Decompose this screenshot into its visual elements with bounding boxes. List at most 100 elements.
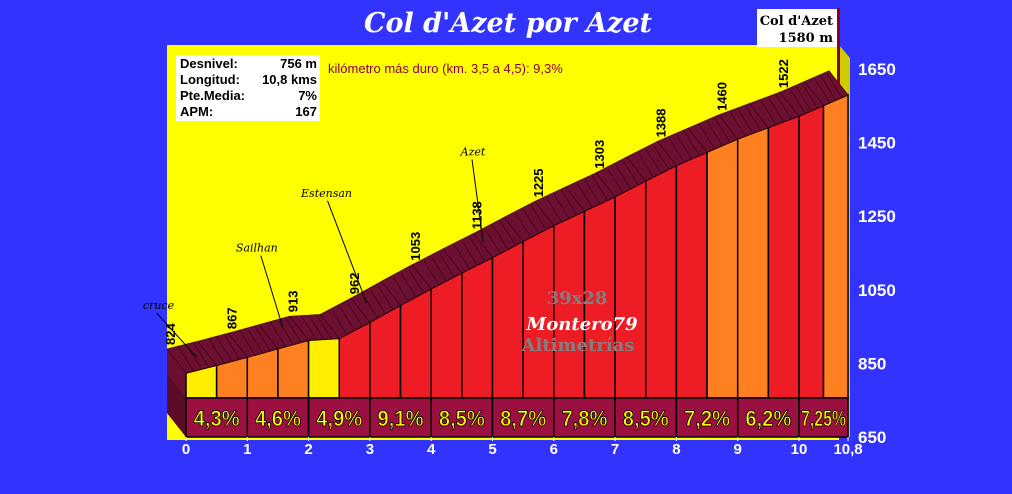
y-tick-label: 1250 [858, 207, 896, 226]
ribbon-hatch [278, 320, 294, 345]
ribbon-hatch [622, 160, 639, 185]
gradient-cell [491, 397, 555, 438]
profile-segment [767, 115, 800, 399]
elevation-label: 824 [163, 323, 178, 345]
summit-elevation: 1580 m [779, 31, 834, 46]
info-label: APM: [180, 104, 213, 119]
info-label: Desnivel: [180, 56, 238, 71]
profile-segment [277, 339, 310, 399]
place-leader-line [260, 255, 284, 328]
x-tick-label: 5 [488, 441, 496, 458]
ribbon-hatch [209, 339, 225, 364]
ribbon-hatch [776, 94, 792, 120]
ribbon-hatch [676, 134, 692, 159]
gradient-label: 7,25% [801, 406, 846, 431]
ribbon-hatch [500, 221, 516, 246]
profile-segment [399, 287, 432, 399]
ribbon-hatch [561, 190, 578, 215]
elevation-label: 962 [347, 272, 362, 294]
elevation-label: 913 [286, 291, 301, 313]
profile-segment [461, 256, 494, 399]
ribbon-hatch [408, 268, 424, 293]
ribbon-hatch [802, 83, 818, 109]
profile-segment [491, 239, 524, 399]
x-tick-label: 0 [182, 441, 190, 458]
x-tick-label: 10,8 [833, 441, 862, 458]
ribbon-hatch [607, 168, 624, 193]
info-box [176, 55, 320, 121]
elevation-label: 1225 [531, 168, 546, 197]
info-label: Longitud: [180, 72, 240, 87]
ribbon-hatch [492, 225, 509, 250]
gradient-label: 8,5% [623, 406, 669, 431]
ribbon-hatch [615, 164, 631, 189]
ribbon-hatch [814, 78, 830, 103]
gradient-label: 8,7% [500, 406, 546, 431]
ribbon-hatch [423, 260, 440, 285]
ribbon-hatch [224, 335, 240, 360]
elevation-label: 1388 [653, 108, 668, 137]
ribbon-hatch [285, 318, 302, 343]
ribbon-hatch [454, 244, 470, 270]
summit-name: Col d'Azet [760, 14, 833, 29]
ribbon-hatch [515, 213, 532, 238]
place-leader-line [471, 159, 484, 242]
gradient-label: 9,1% [378, 406, 424, 431]
ribbon-hatch [653, 145, 669, 170]
gradient-cell [736, 397, 800, 438]
elevation-label: 1460 [715, 82, 730, 111]
profile-segment [522, 224, 555, 399]
elevation-label: 1053 [408, 232, 423, 261]
ribbon-hatch [576, 183, 593, 208]
ribbon-hatch [461, 240, 478, 266]
info-value: 756 m [280, 56, 317, 71]
ribbon-hatch [400, 272, 417, 298]
profile-segment [645, 164, 678, 399]
place-label: Azet [460, 145, 486, 158]
gradient-label: 6,2% [745, 406, 791, 431]
gradient-cell [246, 397, 310, 438]
ribbon-hatch [301, 315, 317, 340]
summit-flag-pole [837, 8, 840, 88]
elevation-label: 1303 [592, 140, 607, 169]
watermark-size: 39x28 [547, 288, 608, 309]
ribbon-hatch [768, 97, 784, 122]
ribbon-hatch [255, 326, 271, 351]
info-value: 10,8 kms [262, 72, 317, 87]
gradient-label: 4,6% [255, 406, 301, 431]
ribbon-hatch [789, 89, 806, 114]
ribbon-hatch [760, 100, 777, 125]
ribbon-hatch [592, 176, 608, 201]
ribbon-hatch [530, 205, 547, 230]
ribbon-hatch [730, 111, 746, 137]
x-tick-label: 6 [550, 441, 558, 458]
watermark-author: Montero79 [525, 314, 638, 335]
place-leader-line [327, 200, 367, 303]
ribbon-hatch [239, 330, 256, 356]
ribbon-hatch [745, 106, 761, 131]
ribbon-hatch [484, 229, 501, 254]
gradient-label: 4,9% [316, 406, 362, 431]
info-label: Pte.Media: [180, 88, 245, 103]
ribbon-hatch [707, 121, 723, 146]
elevation-label: 867 [224, 307, 239, 329]
chart-title: Col d'Azet por Azet [364, 8, 653, 39]
ribbon-hatch [668, 137, 685, 163]
ribbon-hatch [178, 346, 194, 372]
ribbon-hatch [377, 285, 394, 310]
ribbon-hatch [699, 124, 715, 150]
x-tick-label: 9 [734, 441, 742, 458]
ribbon-hatch [553, 194, 570, 219]
gradient-cell [798, 397, 849, 438]
ribbon-hatch [193, 343, 210, 368]
ribbon-hatch [546, 197, 562, 222]
band-left-face [167, 374, 186, 437]
x-tick-label: 7 [611, 441, 619, 458]
y-tick-label: 650 [858, 428, 886, 447]
ribbon-hatch [820, 75, 837, 101]
ribbon-hatch [714, 118, 731, 143]
y-tick-label: 1650 [858, 60, 896, 79]
ribbon-hatch [523, 209, 539, 234]
gradient-cell [614, 397, 678, 438]
x-tick-label: 4 [427, 441, 436, 458]
